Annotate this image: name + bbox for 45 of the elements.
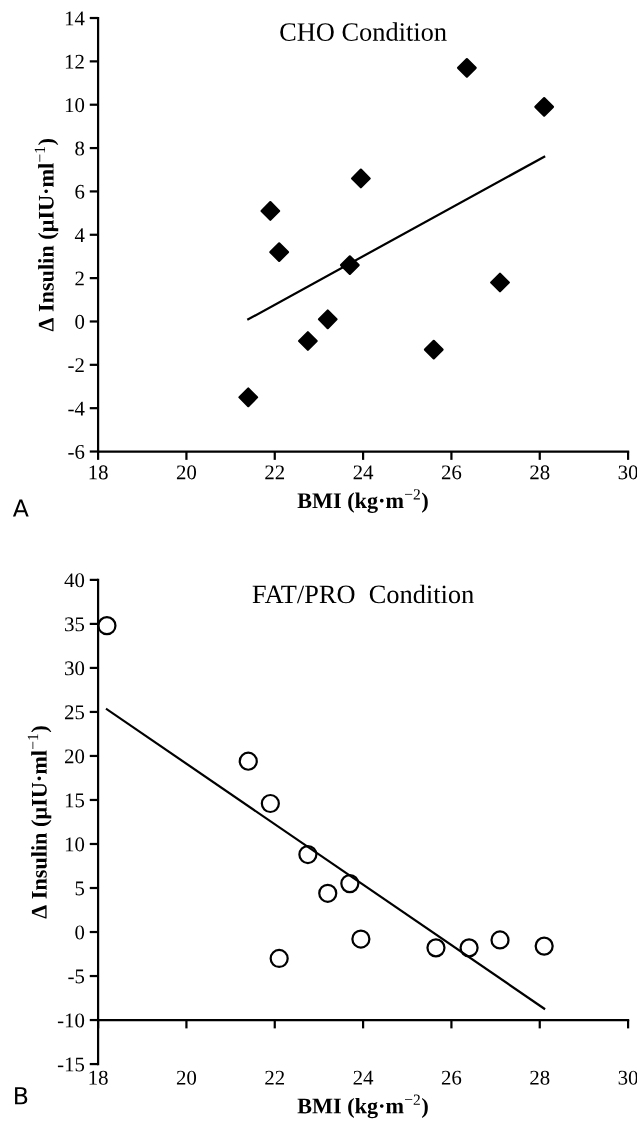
x-tick-label: 28 <box>530 1070 550 1085</box>
y-tick-label: 10 <box>65 837 85 852</box>
y-tick-label: 14 <box>65 11 85 26</box>
y-tick-label: -5 <box>68 969 85 984</box>
y-tick-label: 40 <box>64 573 85 588</box>
x-tick-label: 18 <box>89 465 108 480</box>
y-axis-title: Δ Insulin (µIU·ml$^{−1}$) <box>27 726 52 919</box>
y-tick-label: 35 <box>65 617 85 632</box>
y-tick-label: -4 <box>68 401 85 416</box>
y-tick-label: 0 <box>75 925 85 940</box>
y-tick-label: 6 <box>75 184 85 199</box>
x-tick-label: 18 <box>89 1070 108 1085</box>
y-tick-label: -2 <box>68 358 84 373</box>
text: A <box>12 499 29 517</box>
x-tick-label: 20 <box>176 465 197 480</box>
x-axis-title: BMI (kg·m$^{−2}$) <box>297 1094 428 1119</box>
x-tick-label: 30 <box>618 465 637 480</box>
x-tick-label: 24 <box>353 465 374 480</box>
x-tick-label: 28 <box>530 465 550 480</box>
y-tick-label: 2 <box>75 271 84 286</box>
x-axis-title: BMI (kg·m$^{−2}$) <box>297 489 428 513</box>
x-tick-label: 24 <box>353 1070 374 1085</box>
y-tick-label: 5 <box>75 881 85 896</box>
x-tick-label: 26 <box>441 465 462 480</box>
chart-title: CHO Condition <box>280 22 447 41</box>
y-tick-label: 20 <box>64 749 85 764</box>
x-tick-label: 22 <box>265 465 285 480</box>
y-tick-label: 12 <box>65 54 84 69</box>
y-tick-label: 30 <box>65 661 85 676</box>
x-tick-label: 22 <box>265 1070 285 1085</box>
x-tick-label: 20 <box>176 1070 197 1085</box>
y-tick-label: 8 <box>75 141 85 156</box>
chart-title: FAT/PRO Condition <box>252 584 474 604</box>
y-tick-label: 4 <box>74 228 85 242</box>
y-tick-label: 0 <box>75 314 85 329</box>
y-tick-label: -10 <box>57 1013 85 1028</box>
x-tick-label: 30 <box>618 1070 637 1085</box>
y-tick-label: -15 <box>57 1057 85 1072</box>
y-tick-label: -6 <box>68 444 85 459</box>
text: B <box>15 1087 28 1105</box>
y-tick-label: 25 <box>64 705 85 720</box>
y-tick-label: 15 <box>65 793 85 808</box>
y-tick-label: 10 <box>65 98 85 113</box>
y-axis-title: Δ Insulin (µIU·ml$^{−1}$) <box>34 138 59 332</box>
x-tick-label: 26 <box>441 1070 462 1085</box>
